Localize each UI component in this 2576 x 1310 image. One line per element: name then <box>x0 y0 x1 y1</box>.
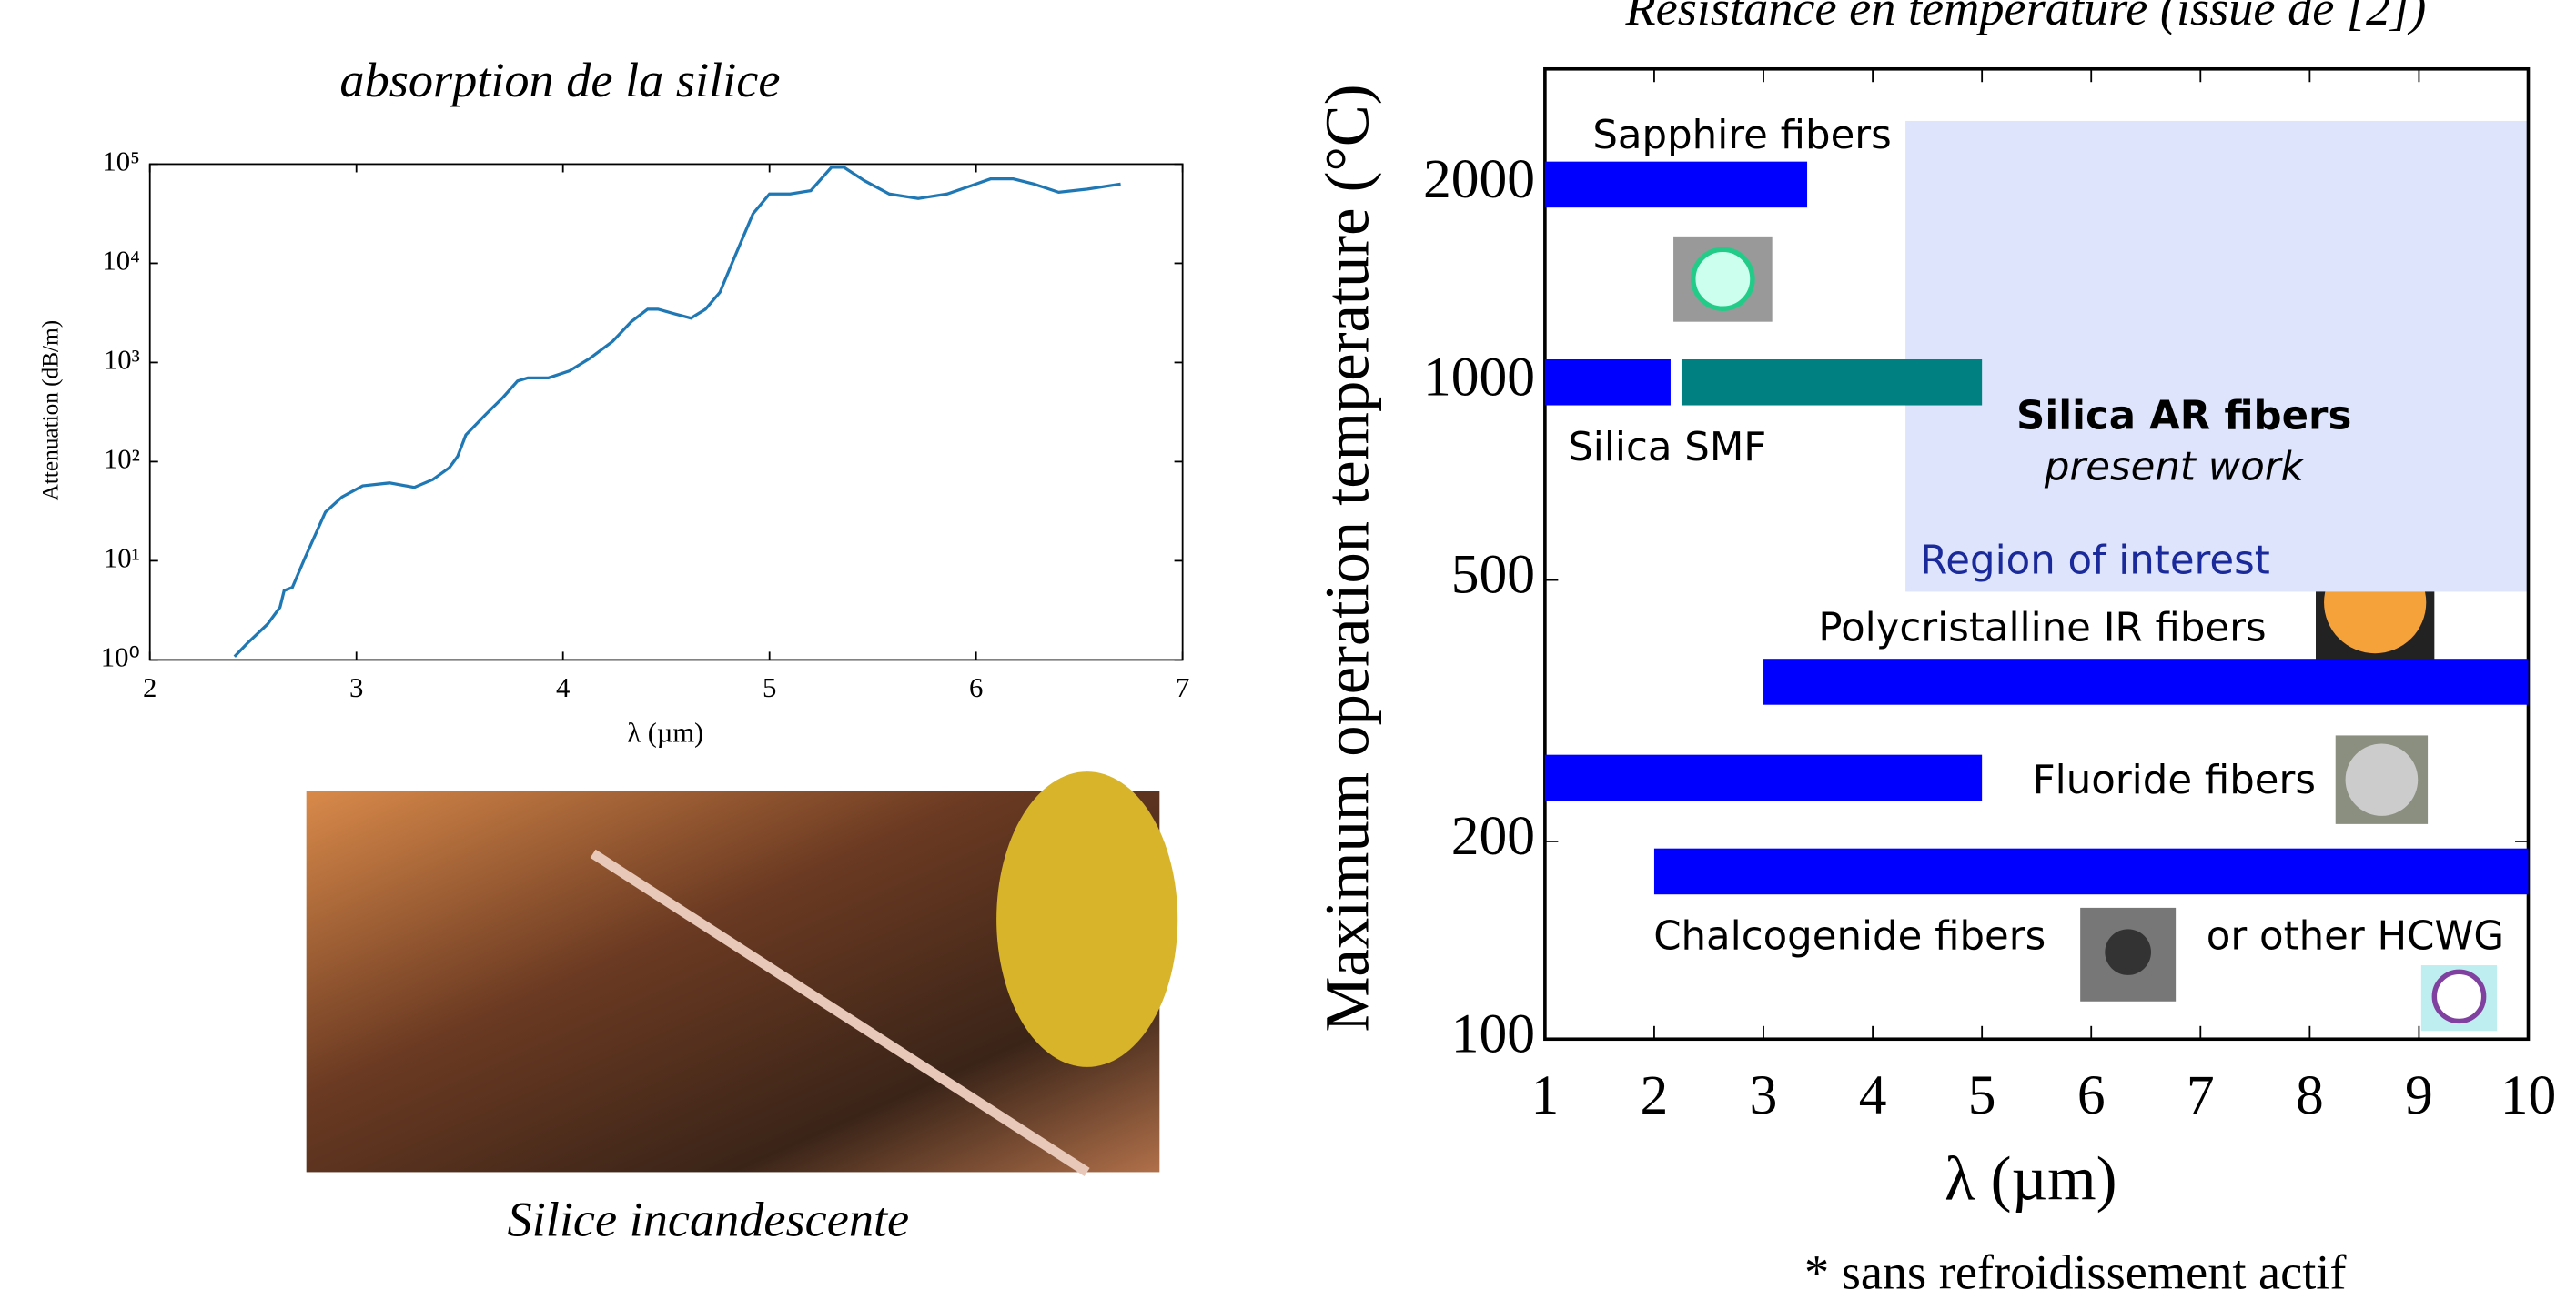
y-tick-label: 10⁵ <box>102 146 140 177</box>
x-tick-label: 3 <box>349 672 363 703</box>
x-tick-label: 2 <box>1641 1064 1669 1126</box>
x-axis-label: λ (µm) <box>1945 1144 2116 1214</box>
x-tick-label: 1 <box>1530 1064 1559 1126</box>
bar-label: Sapphire fibers <box>1592 113 1891 158</box>
x-tick-label: 4 <box>556 672 570 703</box>
x-tick-label: 2 <box>143 672 157 703</box>
caption: Silice incandescente <box>508 1193 910 1247</box>
x-tick-label: 4 <box>1859 1064 1887 1126</box>
y-axis-label: Attenuation (dB/m) <box>38 320 64 501</box>
chart-title: absorption de la silice <box>339 53 780 107</box>
bar <box>1544 359 1671 406</box>
y-tick-label: 10² <box>104 444 140 475</box>
y-tick-label: 100 <box>1451 1003 1535 1064</box>
photo-fiber <box>590 849 1090 1176</box>
x-tick-label: 9 <box>2405 1064 2433 1126</box>
region <box>1905 120 2529 592</box>
y-tick-label: 2000 <box>1423 148 1535 210</box>
chart-title: Resistance en température (issue de [2]) <box>1624 0 2426 35</box>
x-tick-label: 5 <box>1968 1064 1996 1126</box>
thumb <box>1691 247 1755 311</box>
x-tick-label: 7 <box>2187 1064 2215 1126</box>
y-tick-label: 10¹ <box>104 542 140 573</box>
x-tick-label: 8 <box>2296 1064 2324 1126</box>
y-tick-label: 10³ <box>104 345 140 376</box>
photo-detail <box>996 771 1178 1067</box>
footnote: * sans refroidissement actif <box>1804 1244 2347 1299</box>
annotation: present work <box>2044 445 2306 490</box>
bar <box>1544 754 1983 801</box>
y-tick-label: 10⁴ <box>102 246 140 277</box>
x-axis-label: λ (µm) <box>627 717 703 748</box>
x-tick-label: 5 <box>763 672 776 703</box>
y-tick-label: 500 <box>1451 544 1535 606</box>
bar-label: Fluoride fibers <box>2033 758 2316 803</box>
bar-label: Silica SMF <box>1568 425 1766 470</box>
thumb <box>2431 969 2487 1024</box>
x-tick-label: 3 <box>1750 1064 1778 1126</box>
plot-frame <box>148 163 1184 661</box>
bar <box>1681 359 1983 406</box>
x-tick-label: 10 <box>2500 1064 2557 1126</box>
bar <box>1653 848 2529 895</box>
x-tick-label: 7 <box>1176 672 1189 703</box>
bar-label: Polycristalline IR fibers <box>1818 605 2266 650</box>
annotation: or other HCWG <box>2207 914 2504 960</box>
x-tick-label: 6 <box>969 672 983 703</box>
y-axis-label: Maximum operation temperature (°C) <box>1313 85 1382 1033</box>
y-tick-label: 1000 <box>1423 346 1535 408</box>
bar-label: Chalcogenide fibers <box>1653 914 2046 960</box>
thumb <box>2345 743 2419 816</box>
thumb <box>2105 929 2151 975</box>
region-label: Region of interest <box>1920 538 2270 583</box>
x-tick-label: 6 <box>2077 1064 2106 1126</box>
data-line <box>233 166 1121 658</box>
y-tick-label: 200 <box>1451 805 1535 867</box>
plot-frame <box>1543 66 2531 1042</box>
bar <box>1544 161 1808 208</box>
bar-label: Silica AR fibers <box>2016 394 2351 439</box>
y-tick-label: 10⁰ <box>101 641 140 672</box>
bar <box>1763 659 2529 705</box>
